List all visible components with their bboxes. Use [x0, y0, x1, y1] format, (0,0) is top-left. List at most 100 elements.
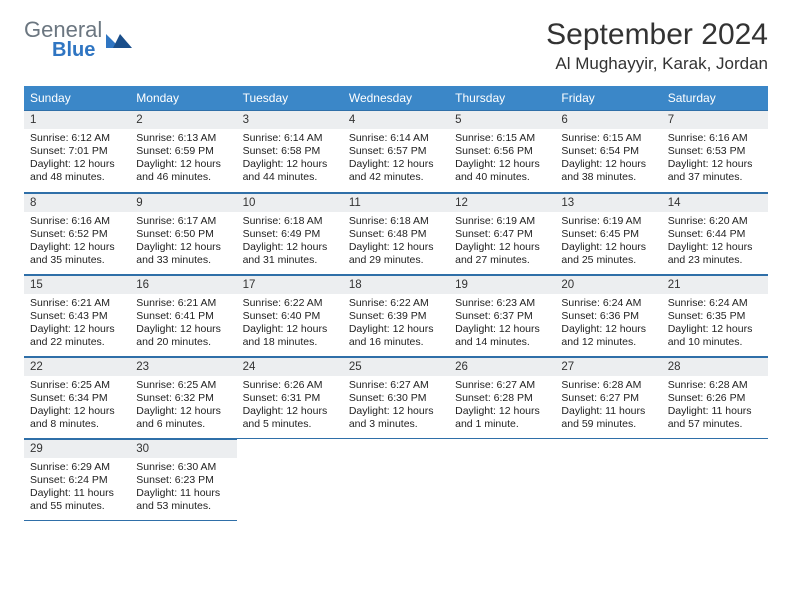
day-details: Sunrise: 6:17 AMSunset: 6:50 PMDaylight:…: [130, 212, 236, 272]
weekday-header: Friday: [555, 86, 661, 110]
calendar-week-row: 22Sunrise: 6:25 AMSunset: 6:34 PMDayligh…: [24, 356, 768, 438]
calendar-day-cell: [662, 438, 768, 520]
calendar-day-cell: 19Sunrise: 6:23 AMSunset: 6:37 PMDayligh…: [449, 274, 555, 356]
day-number: 22: [24, 357, 130, 376]
day-details: Sunrise: 6:16 AMSunset: 6:52 PMDaylight:…: [24, 212, 130, 272]
day-details: Sunrise: 6:24 AMSunset: 6:35 PMDaylight:…: [662, 294, 768, 354]
calendar-day-cell: [237, 438, 343, 520]
calendar-week-row: 1Sunrise: 6:12 AMSunset: 7:01 PMDaylight…: [24, 110, 768, 192]
day-details: Sunrise: 6:21 AMSunset: 6:41 PMDaylight:…: [130, 294, 236, 354]
calendar-day-cell: 5Sunrise: 6:15 AMSunset: 6:56 PMDaylight…: [449, 110, 555, 192]
calendar-day-cell: 9Sunrise: 6:17 AMSunset: 6:50 PMDaylight…: [130, 192, 236, 274]
day-details: Sunrise: 6:27 AMSunset: 6:28 PMDaylight:…: [449, 376, 555, 436]
day-number: 19: [449, 275, 555, 294]
day-details: Sunrise: 6:16 AMSunset: 6:53 PMDaylight:…: [662, 129, 768, 189]
calendar-day-cell: 21Sunrise: 6:24 AMSunset: 6:35 PMDayligh…: [662, 274, 768, 356]
calendar-day-cell: 1Sunrise: 6:12 AMSunset: 7:01 PMDaylight…: [24, 110, 130, 192]
day-details: Sunrise: 6:23 AMSunset: 6:37 PMDaylight:…: [449, 294, 555, 354]
calendar-day-cell: [449, 438, 555, 520]
day-details: Sunrise: 6:18 AMSunset: 6:49 PMDaylight:…: [237, 212, 343, 272]
calendar-day-cell: 20Sunrise: 6:24 AMSunset: 6:36 PMDayligh…: [555, 274, 661, 356]
day-details: Sunrise: 6:24 AMSunset: 6:36 PMDaylight:…: [555, 294, 661, 354]
day-number: 7: [662, 110, 768, 129]
day-details: Sunrise: 6:15 AMSunset: 6:54 PMDaylight:…: [555, 129, 661, 189]
calendar-table: SundayMondayTuesdayWednesdayThursdayFrid…: [24, 86, 768, 521]
day-details: Sunrise: 6:22 AMSunset: 6:39 PMDaylight:…: [343, 294, 449, 354]
day-details: Sunrise: 6:19 AMSunset: 6:45 PMDaylight:…: [555, 212, 661, 272]
day-number: 26: [449, 357, 555, 376]
calendar-week-row: 29Sunrise: 6:29 AMSunset: 6:24 PMDayligh…: [24, 438, 768, 520]
day-details: Sunrise: 6:28 AMSunset: 6:27 PMDaylight:…: [555, 376, 661, 436]
day-number: 24: [237, 357, 343, 376]
weekday-header: Tuesday: [237, 86, 343, 110]
weekday-header: Wednesday: [343, 86, 449, 110]
day-details: Sunrise: 6:22 AMSunset: 6:40 PMDaylight:…: [237, 294, 343, 354]
calendar-day-cell: 23Sunrise: 6:25 AMSunset: 6:32 PMDayligh…: [130, 356, 236, 438]
day-number: 3: [237, 110, 343, 129]
calendar-day-cell: 28Sunrise: 6:28 AMSunset: 6:26 PMDayligh…: [662, 356, 768, 438]
day-details: Sunrise: 6:19 AMSunset: 6:47 PMDaylight:…: [449, 212, 555, 272]
day-number: 21: [662, 275, 768, 294]
day-number: 9: [130, 193, 236, 212]
calendar-day-cell: 30Sunrise: 6:30 AMSunset: 6:23 PMDayligh…: [130, 438, 236, 520]
calendar-day-cell: 13Sunrise: 6:19 AMSunset: 6:45 PMDayligh…: [555, 192, 661, 274]
day-number: 6: [555, 110, 661, 129]
day-number: 10: [237, 193, 343, 212]
day-number: 15: [24, 275, 130, 294]
calendar-day-cell: 4Sunrise: 6:14 AMSunset: 6:57 PMDaylight…: [343, 110, 449, 192]
brand-word-1: General: [24, 20, 102, 41]
calendar-day-cell: 14Sunrise: 6:20 AMSunset: 6:44 PMDayligh…: [662, 192, 768, 274]
day-details: Sunrise: 6:12 AMSunset: 7:01 PMDaylight:…: [24, 129, 130, 189]
calendar-week-row: 8Sunrise: 6:16 AMSunset: 6:52 PMDaylight…: [24, 192, 768, 274]
day-details: Sunrise: 6:28 AMSunset: 6:26 PMDaylight:…: [662, 376, 768, 436]
calendar-day-cell: 7Sunrise: 6:16 AMSunset: 6:53 PMDaylight…: [662, 110, 768, 192]
brand-logo: General Blue: [24, 20, 132, 60]
day-details: Sunrise: 6:30 AMSunset: 6:23 PMDaylight:…: [130, 458, 236, 518]
month-title: September 2024: [546, 18, 768, 52]
calendar-day-cell: 17Sunrise: 6:22 AMSunset: 6:40 PMDayligh…: [237, 274, 343, 356]
day-number: 20: [555, 275, 661, 294]
calendar-day-cell: 3Sunrise: 6:14 AMSunset: 6:58 PMDaylight…: [237, 110, 343, 192]
day-number: 16: [130, 275, 236, 294]
day-number: 25: [343, 357, 449, 376]
day-details: Sunrise: 6:20 AMSunset: 6:44 PMDaylight:…: [662, 212, 768, 272]
calendar-day-cell: 25Sunrise: 6:27 AMSunset: 6:30 PMDayligh…: [343, 356, 449, 438]
calendar-day-cell: 27Sunrise: 6:28 AMSunset: 6:27 PMDayligh…: [555, 356, 661, 438]
day-details: Sunrise: 6:14 AMSunset: 6:57 PMDaylight:…: [343, 129, 449, 189]
day-number: 18: [343, 275, 449, 294]
day-number: 1: [24, 110, 130, 129]
calendar-day-cell: 6Sunrise: 6:15 AMSunset: 6:54 PMDaylight…: [555, 110, 661, 192]
calendar-day-cell: 11Sunrise: 6:18 AMSunset: 6:48 PMDayligh…: [343, 192, 449, 274]
day-number: 17: [237, 275, 343, 294]
brand-word-2: Blue: [52, 41, 102, 60]
calendar-day-cell: 18Sunrise: 6:22 AMSunset: 6:39 PMDayligh…: [343, 274, 449, 356]
day-number: 5: [449, 110, 555, 129]
day-number: 4: [343, 110, 449, 129]
calendar-day-cell: [555, 438, 661, 520]
calendar-day-cell: 26Sunrise: 6:27 AMSunset: 6:28 PMDayligh…: [449, 356, 555, 438]
header: General Blue September 2024 Al Mughayyir…: [24, 18, 768, 74]
calendar-day-cell: [343, 438, 449, 520]
day-number: 13: [555, 193, 661, 212]
day-number: 29: [24, 439, 130, 458]
day-number: 28: [662, 357, 768, 376]
brand-triangle-icon: [106, 30, 132, 50]
weekday-header: Saturday: [662, 86, 768, 110]
day-details: Sunrise: 6:21 AMSunset: 6:43 PMDaylight:…: [24, 294, 130, 354]
weekday-header: Thursday: [449, 86, 555, 110]
calendar-day-cell: 12Sunrise: 6:19 AMSunset: 6:47 PMDayligh…: [449, 192, 555, 274]
calendar-day-cell: 22Sunrise: 6:25 AMSunset: 6:34 PMDayligh…: [24, 356, 130, 438]
calendar-day-cell: 2Sunrise: 6:13 AMSunset: 6:59 PMDaylight…: [130, 110, 236, 192]
weekday-header: Monday: [130, 86, 236, 110]
day-details: Sunrise: 6:26 AMSunset: 6:31 PMDaylight:…: [237, 376, 343, 436]
calendar-day-cell: 8Sunrise: 6:16 AMSunset: 6:52 PMDaylight…: [24, 192, 130, 274]
day-number: 2: [130, 110, 236, 129]
title-block: September 2024 Al Mughayyir, Karak, Jord…: [546, 18, 768, 74]
day-details: Sunrise: 6:29 AMSunset: 6:24 PMDaylight:…: [24, 458, 130, 518]
day-details: Sunrise: 6:25 AMSunset: 6:34 PMDaylight:…: [24, 376, 130, 436]
day-number: 23: [130, 357, 236, 376]
day-number: 14: [662, 193, 768, 212]
day-number: 8: [24, 193, 130, 212]
day-number: 30: [130, 439, 236, 458]
calendar-week-row: 15Sunrise: 6:21 AMSunset: 6:43 PMDayligh…: [24, 274, 768, 356]
